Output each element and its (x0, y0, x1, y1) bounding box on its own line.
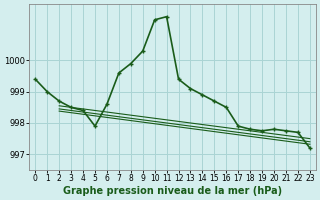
X-axis label: Graphe pression niveau de la mer (hPa): Graphe pression niveau de la mer (hPa) (63, 186, 282, 196)
